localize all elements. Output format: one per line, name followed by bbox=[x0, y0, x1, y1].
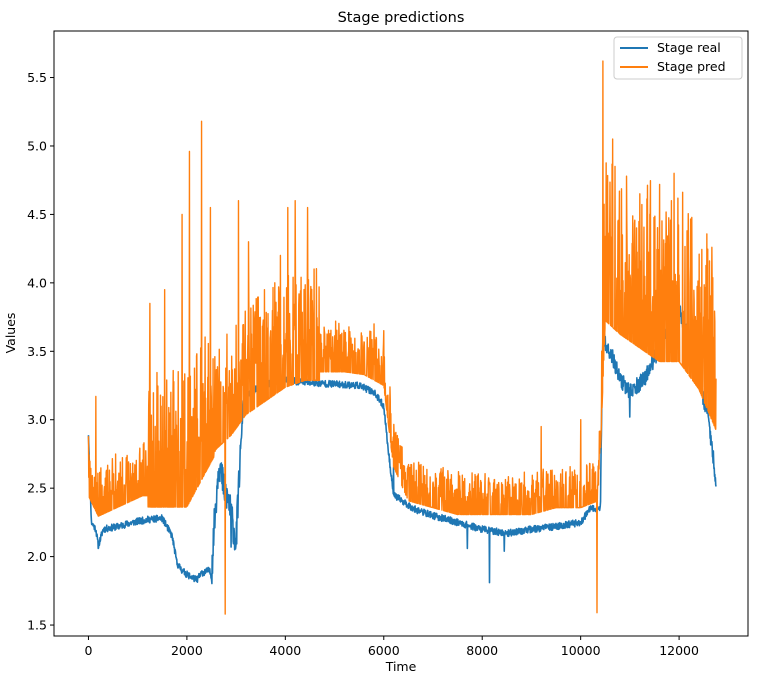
chart-title: Stage predictions bbox=[338, 10, 465, 26]
series-line-stage-real bbox=[87, 302, 717, 585]
legend-label-stage-real: Stage real bbox=[657, 40, 721, 55]
series-line-stage-pred bbox=[87, 60, 717, 615]
series-layer bbox=[87, 60, 717, 615]
x-tick-label: 4000 bbox=[269, 643, 301, 658]
x-tick-label: 8000 bbox=[466, 643, 498, 658]
plot-frame bbox=[53, 30, 749, 637]
legend-label-stage-pred: Stage pred bbox=[657, 59, 726, 74]
y-tick-label: 4.5 bbox=[27, 207, 47, 222]
y-tick-label: 5.0 bbox=[27, 138, 47, 153]
x-tick-label: 10000 bbox=[561, 643, 601, 658]
y-tick-label: 1.5 bbox=[27, 618, 47, 633]
y-tick-label: 3.5 bbox=[27, 344, 47, 359]
y-tick-label: 3.0 bbox=[27, 412, 47, 427]
x-tick-label: 6000 bbox=[368, 643, 400, 658]
y-tick-label: 2.0 bbox=[27, 549, 47, 564]
plot-area bbox=[53, 30, 749, 637]
legend: Stage real Stage pred bbox=[613, 36, 743, 80]
y-tick-label: 4.0 bbox=[27, 275, 47, 290]
y-axis-title: Values bbox=[3, 313, 18, 354]
y-tick-label: 5.5 bbox=[27, 70, 47, 85]
y-tick-label: 2.5 bbox=[27, 481, 47, 496]
x-tick-label: 0 bbox=[84, 643, 92, 658]
x-tick-label: 12000 bbox=[659, 643, 699, 658]
x-axis-title: Time bbox=[385, 659, 417, 674]
x-tick-label: 2000 bbox=[171, 643, 203, 658]
x-axis: 0 2000 4000 6000 8000 10000 12000 bbox=[84, 636, 699, 658]
y-axis: 1.5 2.0 2.5 3.0 3.5 4.0 4.5 5.0 5.5 bbox=[27, 70, 54, 633]
